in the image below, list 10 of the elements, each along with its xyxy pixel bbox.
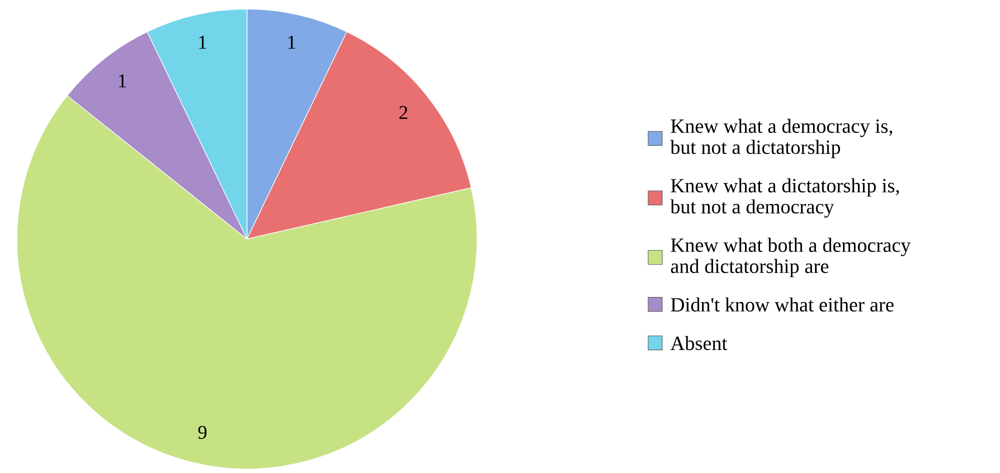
data-label: 1 — [119, 74, 126, 88]
legend-label: Absent — [670, 336, 728, 350]
data-label: 2 — [399, 106, 408, 119]
data-label: 1 — [199, 36, 206, 49]
legend-label: Knew what a dictatorship is, but not a democracy — [670, 178, 899, 218]
legend-label: Knew what both a democracy and dictatorship are — [670, 238, 911, 278]
legend-label: Knew what a democracy is, but not a dictatorship — [670, 118, 892, 158]
data-label: 1 — [288, 36, 296, 49]
data-label: 9 — [198, 426, 207, 439]
legend-label: Didn't know what either are — [670, 297, 894, 312]
